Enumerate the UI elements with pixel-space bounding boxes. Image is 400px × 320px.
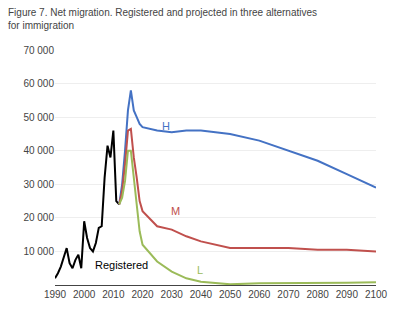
svg-text:2090: 2090 — [336, 289, 359, 300]
svg-text:2070: 2070 — [277, 289, 300, 300]
svg-text:2100: 2100 — [365, 289, 388, 300]
svg-text:2020: 2020 — [131, 289, 154, 300]
svg-text:30 000: 30 000 — [23, 179, 54, 190]
svg-text:L: L — [197, 264, 203, 276]
svg-text:2030: 2030 — [161, 289, 184, 300]
svg-text:10 000: 10 000 — [23, 246, 54, 257]
svg-text:2000: 2000 — [73, 289, 96, 300]
svg-text:60 000: 60 000 — [23, 78, 54, 89]
svg-text:1990: 1990 — [44, 289, 67, 300]
svg-text:2010: 2010 — [102, 289, 125, 300]
svg-text:2080: 2080 — [307, 289, 330, 300]
svg-text:50 000: 50 000 — [23, 112, 54, 123]
svg-text:Registered: Registered — [95, 259, 148, 271]
svg-text:2040: 2040 — [190, 289, 213, 300]
svg-text:20 000: 20 000 — [23, 212, 54, 223]
svg-text:2060: 2060 — [248, 289, 271, 300]
svg-text:2050: 2050 — [219, 289, 242, 300]
svg-text:70 000: 70 000 — [23, 45, 54, 56]
svg-text:H: H — [162, 120, 170, 132]
svg-text:M: M — [171, 205, 180, 217]
svg-text:40 000: 40 000 — [23, 145, 54, 156]
svg-text:Figure 7. Net migration. Regis: Figure 7. Net migration. Registered and … — [8, 7, 317, 31]
